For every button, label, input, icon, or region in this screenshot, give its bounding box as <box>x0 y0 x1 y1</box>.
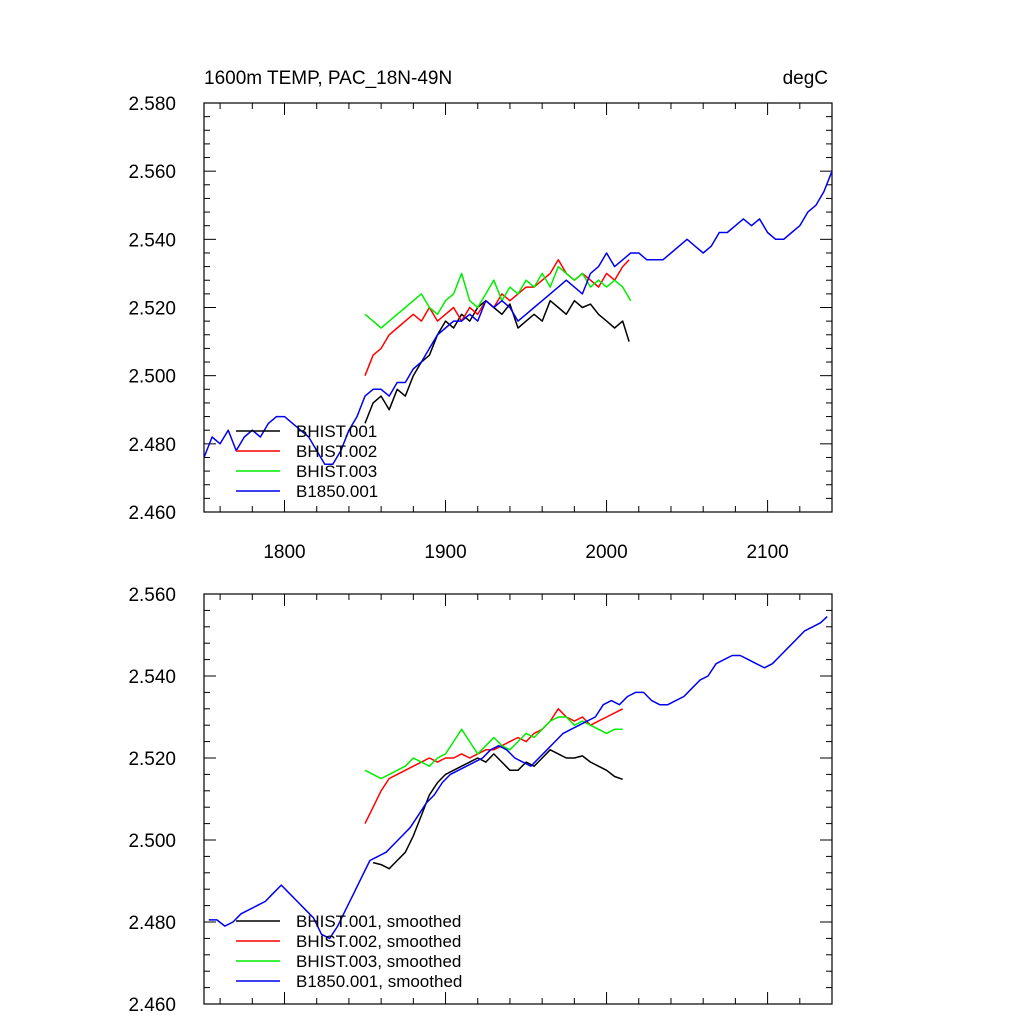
legend-label: BHIST.003, smoothed <box>296 952 461 971</box>
series-line-0 <box>364 299 630 424</box>
legend-label: BHIST.001 <box>296 422 377 441</box>
series-line-1 <box>364 259 630 376</box>
legend-label: B1850.001 <box>296 482 378 501</box>
chart-title: 1600m TEMP, PAC_18N-49N <box>204 68 452 89</box>
y-tick-label: 2.500 <box>128 367 176 388</box>
series-line-2 <box>364 265 632 329</box>
series-line-3 <box>208 616 828 940</box>
y-tick-label: 2.520 <box>128 299 176 320</box>
y-tick-label: 2.520 <box>128 749 176 770</box>
series-line-2 <box>364 716 623 780</box>
series-line-3 <box>204 170 832 466</box>
y-tick-label: 2.580 <box>128 94 176 115</box>
legend-label: BHIST.003 <box>296 462 377 481</box>
bottom-panel: 2.460 2.480 2.500 2.520 2.540 2.560 BHIST.001,… <box>128 585 833 1016</box>
x-tick-label: 1800 <box>263 542 305 563</box>
series-line-0 <box>372 749 623 870</box>
x-tick-label: 2100 <box>746 542 788 563</box>
legend-label: BHIST.001, smoothed <box>296 912 461 931</box>
units-label: degC <box>783 68 828 89</box>
legend-label: BHIST.002 <box>296 442 377 461</box>
y-tick-label: 2.460 <box>128 503 176 524</box>
x-tick-label: 1900 <box>424 542 466 563</box>
y-tick-label: 2.540 <box>128 230 176 251</box>
y-tick-label: 2.460 <box>128 995 176 1016</box>
top-panel: 1600m TEMP, PAC_18N-49N degC 2.460 2.480 2… <box>128 68 833 563</box>
series-line-1 <box>364 708 624 824</box>
x-tick-label: 2000 <box>585 542 627 563</box>
y-tick-label: 2.540 <box>128 667 176 688</box>
y-tick-label: 2.480 <box>128 913 176 934</box>
legend-label: BHIST.002, smoothed <box>296 932 461 951</box>
y-tick-label: 2.560 <box>128 585 176 606</box>
plot-frame <box>203 593 833 1005</box>
y-tick-label: 2.560 <box>128 162 176 183</box>
legend-label: B1850.001, smoothed <box>296 972 462 991</box>
y-tick-label: 2.480 <box>128 435 176 456</box>
y-tick-label: 2.500 <box>128 831 176 852</box>
